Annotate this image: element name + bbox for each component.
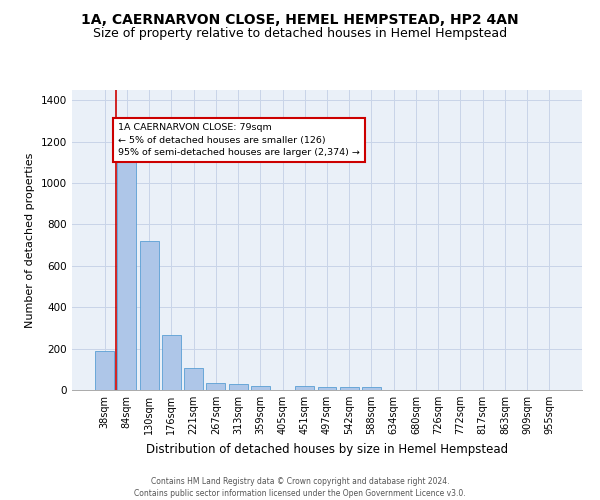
X-axis label: Distribution of detached houses by size in Hemel Hempstead: Distribution of detached houses by size … bbox=[146, 442, 508, 456]
Bar bbox=[317, 387, 337, 390]
Bar bbox=[118, 153, 136, 390]
Text: 1A, CAERNARVON CLOSE, HEMEL HEMPSTEAD, HP2 4AN: 1A, CAERNARVON CLOSE, HEMEL HEMPSTEAD, H… bbox=[81, 12, 519, 26]
Bar bbox=[251, 386, 270, 390]
Bar bbox=[140, 241, 158, 390]
Bar bbox=[229, 384, 248, 390]
Bar bbox=[295, 386, 314, 390]
Bar bbox=[95, 350, 114, 390]
Bar bbox=[184, 368, 203, 390]
Bar bbox=[162, 335, 181, 390]
Bar bbox=[340, 387, 359, 390]
Text: 1A CAERNARVON CLOSE: 79sqm
← 5% of detached houses are smaller (126)
95% of semi: 1A CAERNARVON CLOSE: 79sqm ← 5% of detac… bbox=[118, 123, 360, 157]
Y-axis label: Number of detached properties: Number of detached properties bbox=[25, 152, 35, 328]
Text: Size of property relative to detached houses in Hemel Hempstead: Size of property relative to detached ho… bbox=[93, 28, 507, 40]
Text: Contains HM Land Registry data © Crown copyright and database right 2024.
Contai: Contains HM Land Registry data © Crown c… bbox=[134, 476, 466, 498]
Bar bbox=[362, 387, 381, 390]
Bar bbox=[206, 383, 225, 390]
